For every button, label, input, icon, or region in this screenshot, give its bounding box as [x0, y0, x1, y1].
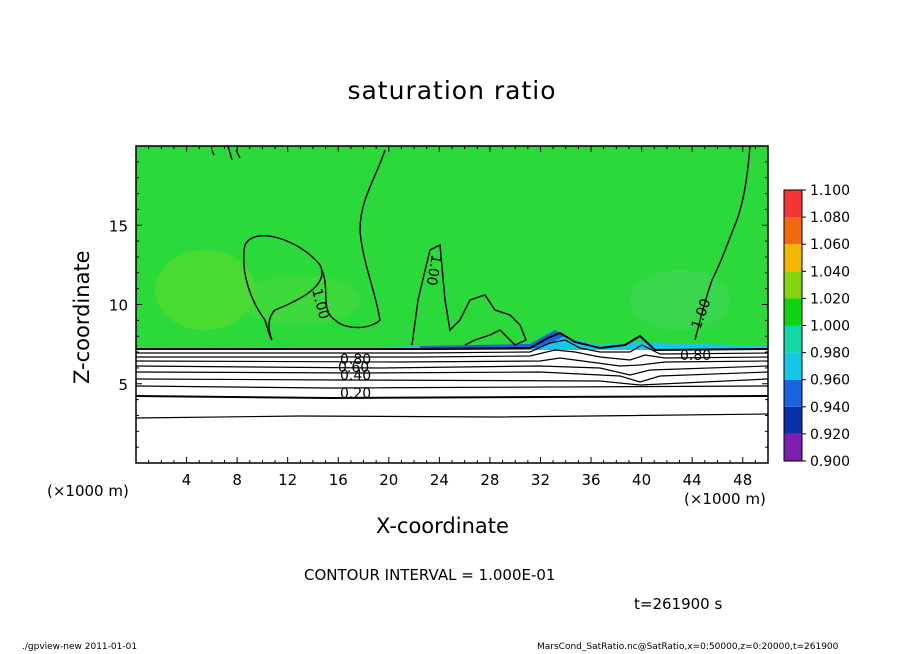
contour-line-1-00 [136, 331, 768, 352]
contour-line-0-10 [136, 413, 768, 419]
colorbar-label: 1.000 [810, 319, 850, 335]
contour-1-00 [211, 146, 751, 346]
x-ticks: 4 8 12 16 20 24 28 32 36 40 44 48 [148, 146, 756, 489]
field-patch [240, 275, 360, 325]
x-unit-label-left: (×1000 m) [47, 482, 129, 500]
contour-label: 0.40 [340, 368, 371, 384]
contour-line-0-40 [136, 378, 768, 386]
colorbar-label: 0.960 [810, 373, 850, 389]
contour-line-0-50 [136, 371, 768, 383]
footer-left-text: ./gpview-new 2011-01-01 [22, 642, 138, 652]
x-tick-label: 24 [430, 471, 449, 489]
y-tick-label: 5 [118, 376, 128, 394]
colorbar-label: 1.020 [810, 291, 850, 307]
colorbar-label: 0.940 [810, 400, 850, 416]
contour-line-0-60 [136, 365, 768, 376]
footer-right-text: MarsCond_SatRatio.nc@SatRatio,x=0:50000,… [537, 642, 839, 652]
contour-line-0-70 [136, 357, 768, 367]
time-stamp-text: t=261900 s [634, 595, 723, 613]
x-tick-label: 16 [329, 471, 348, 489]
colorbar-label: 1.100 [810, 183, 850, 199]
x-tick-label: 8 [232, 471, 242, 489]
contour-interval-text: CONTOUR INTERVAL = 1.000E-01 [304, 566, 556, 584]
colorbar-label: 0.980 [810, 346, 850, 362]
x-tick-label: 12 [278, 471, 297, 489]
y-tick-label: 15 [109, 217, 128, 235]
x-tick-label: 32 [531, 471, 550, 489]
contour-line-0-20 [136, 395, 768, 400]
x-tick-label: 48 [733, 471, 752, 489]
field-patch [630, 270, 730, 330]
x-unit-label-right: (×1000 m) [684, 490, 766, 508]
x-tick-label: 4 [182, 471, 192, 489]
colorbar-segment [784, 352, 802, 380]
contour-label: 1.00 [308, 287, 332, 321]
colorbar-segment [784, 244, 802, 272]
contour-line-0-80 [136, 349, 768, 361]
x-tick-label: 40 [632, 471, 651, 489]
colorbar-segment [784, 406, 802, 434]
y-tick-label: 10 [109, 297, 128, 315]
contour-label: 0.20 [340, 386, 371, 402]
colorbar: 0.900 0.920 0.940 0.960 0.980 1.000 1.020 1.040… [783, 183, 850, 470]
x-tick-label: 44 [683, 471, 702, 489]
colorbar-label: 1.080 [810, 210, 850, 226]
contour-line-0-30 [136, 385, 768, 389]
x-tick-label: 28 [480, 471, 499, 489]
colorbar-segment [784, 379, 802, 407]
x-tick-label: 36 [581, 471, 600, 489]
x-axis-label: X-coordinate [376, 514, 509, 538]
colorbar-label: 1.060 [810, 237, 850, 253]
cloud-base-band [420, 330, 565, 350]
dry-layer [136, 350, 768, 463]
contour-lower [136, 331, 768, 419]
field-patch [155, 250, 255, 330]
contour-label: 0.80 [340, 352, 371, 368]
x-tick-label: 20 [379, 471, 398, 489]
colorbar-label: 1.040 [810, 264, 850, 280]
colorbar-label: 0.900 [810, 454, 850, 470]
contour-label: 1.00 [423, 253, 444, 286]
contour-line-0-90 [136, 339, 768, 355]
contour-label: 0.60 [338, 360, 369, 376]
colorbar-segment [784, 433, 802, 461]
chart-title: saturation ratio [347, 76, 557, 105]
y-ticks: 5 10 15 [109, 161, 768, 448]
colorbar-segment [784, 190, 802, 218]
plot-area [136, 146, 768, 463]
colorbar-segment [784, 271, 802, 299]
colorbar-label: 0.920 [810, 427, 850, 443]
contour-label: 0.80 [680, 348, 711, 364]
colorbar-segment [784, 217, 802, 245]
colorbar-segment [784, 298, 802, 326]
y-axis-label: Z-coordinate [70, 250, 94, 384]
colorbar-segment [784, 325, 802, 353]
cloud-base-band [136, 336, 768, 352]
